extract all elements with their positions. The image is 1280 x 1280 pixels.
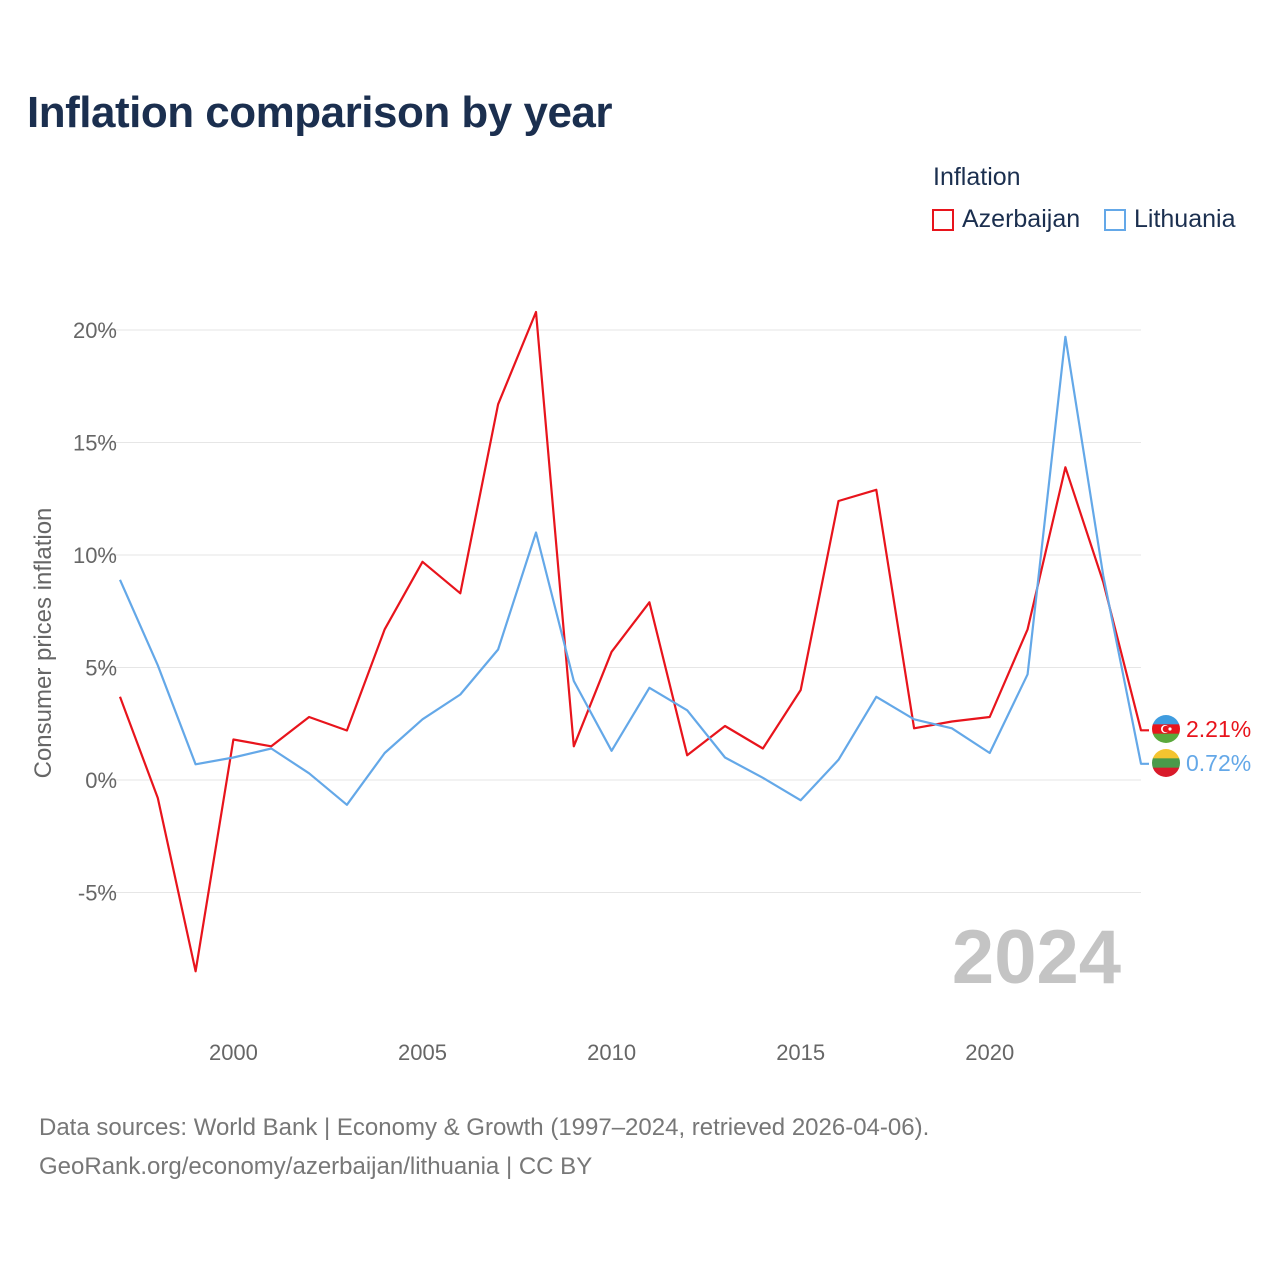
x-axis-ticks: 2000 2005 2010 2015 2020 <box>209 1040 1014 1065</box>
y-axis-label: Consumer prices inflation <box>30 508 57 779</box>
y-tick-label: -5% <box>78 881 117 906</box>
series-line-lithuania[interactable] <box>118 335 1149 806</box>
y-tick-label: 5% <box>85 656 117 681</box>
x-tick-label: 2020 <box>965 1040 1014 1065</box>
end-value-lithuania: 0.72% <box>1186 750 1251 776</box>
legend-label-lithuania: Lithuania <box>1134 205 1236 233</box>
legend-swatch-lithuania <box>1104 208 1126 231</box>
data-sources: Data sources: World Bank | Economy & Gro… <box>39 1108 929 1186</box>
sources-line-2[interactable]: GeoRank.org/economy/azerbaijan/lithuania… <box>39 1153 593 1180</box>
legend-swatch-azerbaijan <box>932 208 954 231</box>
line-chart: 20% 15% 10% 5% 0% -5% 2000 2005 2010 2015 2020 Co… <box>30 310 1251 1065</box>
azerbaijan-flag-icon <box>1152 715 1180 743</box>
x-tick-label: 2015 <box>776 1040 825 1065</box>
year-watermark: 2024 <box>952 915 1121 1000</box>
lithuania-flag-icon <box>1152 749 1180 777</box>
end-value-azerbaijan: 2.21% <box>1186 716 1251 742</box>
x-tick-label: 2000 <box>209 1040 258 1065</box>
grid-lines <box>97 329 1141 893</box>
y-tick-label: 15% <box>73 431 117 456</box>
end-labels: 2.21% 0.72% <box>1152 715 1251 777</box>
legend-item-lithuania[interactable]: Lithuania <box>1104 205 1235 234</box>
y-tick-label: 0% <box>85 768 117 793</box>
y-axis-ticks: 20% 15% 10% 5% 0% -5% <box>73 318 117 906</box>
y-tick-label: 20% <box>73 318 117 343</box>
y-tick-label: 10% <box>73 543 117 568</box>
series-lines <box>118 310 1149 973</box>
chart-title: Inflation comparison by year <box>27 88 613 137</box>
x-tick-label: 2005 <box>398 1040 447 1065</box>
legend-label-azerbaijan: Azerbaijan <box>962 205 1081 233</box>
sources-line-1: Data sources: World Bank | Economy & Gro… <box>39 1114 930 1141</box>
legend-title: Inflation <box>933 163 1021 191</box>
series-line-azerbaijan[interactable] <box>118 310 1149 973</box>
x-tick-label: 2010 <box>587 1040 636 1065</box>
legend-item-azerbaijan[interactable]: Azerbaijan <box>932 205 1080 234</box>
